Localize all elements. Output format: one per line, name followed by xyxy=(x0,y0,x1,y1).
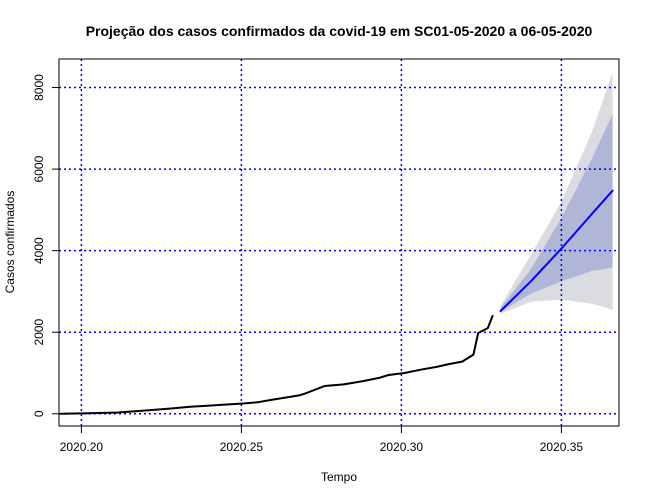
y-tick-label: 2000 xyxy=(32,319,46,346)
data-series xyxy=(59,189,614,415)
y-tick-label: 6000 xyxy=(32,155,46,182)
confidence-bands xyxy=(500,72,613,314)
plot-frame xyxy=(58,58,620,427)
x-tick-label: 2020.20 xyxy=(60,440,104,454)
series-line-0 xyxy=(59,314,494,415)
y-axis-label: Casos confirmados xyxy=(3,191,17,294)
x-tick-label: 2020.25 xyxy=(220,440,264,454)
y-tick-label: 8000 xyxy=(32,74,46,101)
chart-title: Projeção dos casos confirmados da covid-… xyxy=(86,23,593,39)
series-line-1 xyxy=(499,189,614,312)
axes: 2020.20 2020.25 2020.30 2020.35 0 2000 4000 600… xyxy=(32,58,620,454)
x-axis-label: Tempo xyxy=(321,470,357,484)
y-tick-label: 0 xyxy=(32,410,46,417)
x-tick-label: 2020.30 xyxy=(380,440,424,454)
band-1 xyxy=(500,114,613,312)
x-tick-label: 2020.35 xyxy=(540,440,584,454)
y-tick-label: 4000 xyxy=(32,237,46,264)
grid-lines xyxy=(59,59,619,426)
